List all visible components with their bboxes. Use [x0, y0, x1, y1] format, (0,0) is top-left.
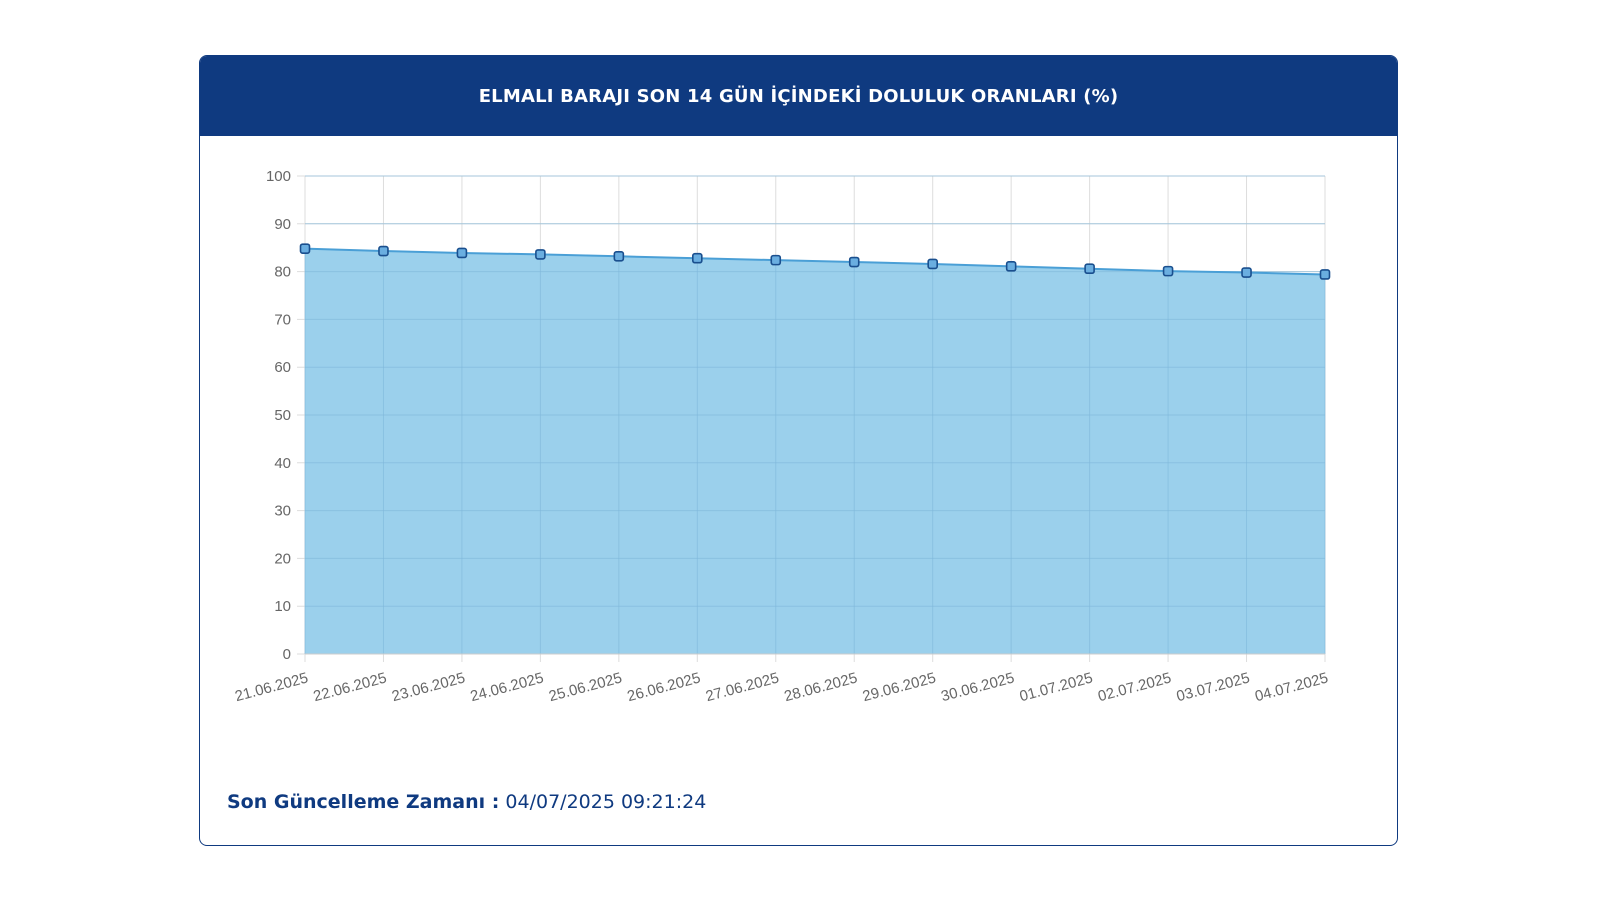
y-tick-label: 100	[266, 168, 291, 185]
chart-title: ELMALI BARAJI SON 14 GÜN İÇİNDEKİ DOLULU…	[478, 85, 1119, 107]
y-tick-label: 10	[274, 598, 291, 615]
x-tick-label: 25.06.2025	[547, 669, 624, 705]
card-header: ELMALI BARAJI SON 14 GÜN İÇİNDEKİ DOLULU…	[200, 56, 1397, 136]
x-tick-label: 30.06.2025	[939, 669, 1016, 705]
data-point	[378, 245, 389, 257]
x-tick-label: 01.07.2025	[1018, 669, 1095, 705]
data-point	[1241, 267, 1252, 278]
data-point	[613, 251, 625, 262]
x-tick-label: 29.06.2025	[861, 669, 938, 705]
series-area	[305, 248, 1325, 654]
y-tick-label: 90	[274, 216, 291, 233]
y-tick-label: 0	[283, 646, 291, 663]
y-tick-label: 40	[274, 455, 291, 472]
y-tick-label: 80	[274, 264, 291, 281]
x-tick-label: 27.06.2025	[704, 669, 781, 705]
series-line	[304, 247, 1326, 276]
x-tick-label: 28.06.2025	[782, 669, 859, 705]
last-update: Son Güncelleme Zamanı : 04/07/2025 09:21…	[227, 791, 706, 813]
data-point	[848, 256, 860, 268]
x-tick-label: 24.06.2025	[469, 669, 546, 705]
chart-card: ELMALI BARAJI SON 14 GÜN İÇİNDEKİ DOLULU…	[199, 55, 1398, 846]
data-point	[927, 258, 938, 270]
x-tick-label: 04.07.2025	[1253, 669, 1330, 705]
last-update-value: 04/07/2025 09:21:24	[505, 791, 707, 813]
data-point	[1319, 269, 1331, 280]
y-tick-label: 70	[274, 311, 291, 328]
data-point	[1084, 263, 1095, 275]
x-tick-label: 21.06.2025	[233, 669, 310, 705]
data-point	[1162, 265, 1174, 277]
area-chart: 0 10 20 30 40 50 60 70 80 90 100 21.06.2025 22.06.20…	[233, 168, 1331, 705]
x-tick-label: 26.06.2025	[625, 669, 702, 705]
data-point	[770, 254, 782, 266]
y-tick-label: 50	[274, 407, 291, 424]
last-update-label: Son Güncelleme Zamanı :	[227, 791, 500, 813]
data-point	[535, 249, 546, 260]
x-tick-label: 03.07.2025	[1175, 669, 1252, 705]
data-point	[1005, 261, 1017, 272]
y-tick-label: 30	[274, 503, 291, 520]
data-point	[456, 247, 468, 259]
y-tick-label: 20	[274, 550, 291, 567]
x-tick-label: 22.06.2025	[312, 669, 389, 705]
y-tick-label: 60	[274, 359, 291, 376]
chart-area: 0 10 20 30 40 50 60 70 80 90 100 21.06.2025 22.06.20…	[200, 136, 1397, 796]
data-point	[299, 243, 311, 254]
data-point	[692, 252, 703, 264]
x-tick-label: 23.06.2025	[390, 669, 467, 705]
x-tick-label: 02.07.2025	[1096, 669, 1173, 705]
